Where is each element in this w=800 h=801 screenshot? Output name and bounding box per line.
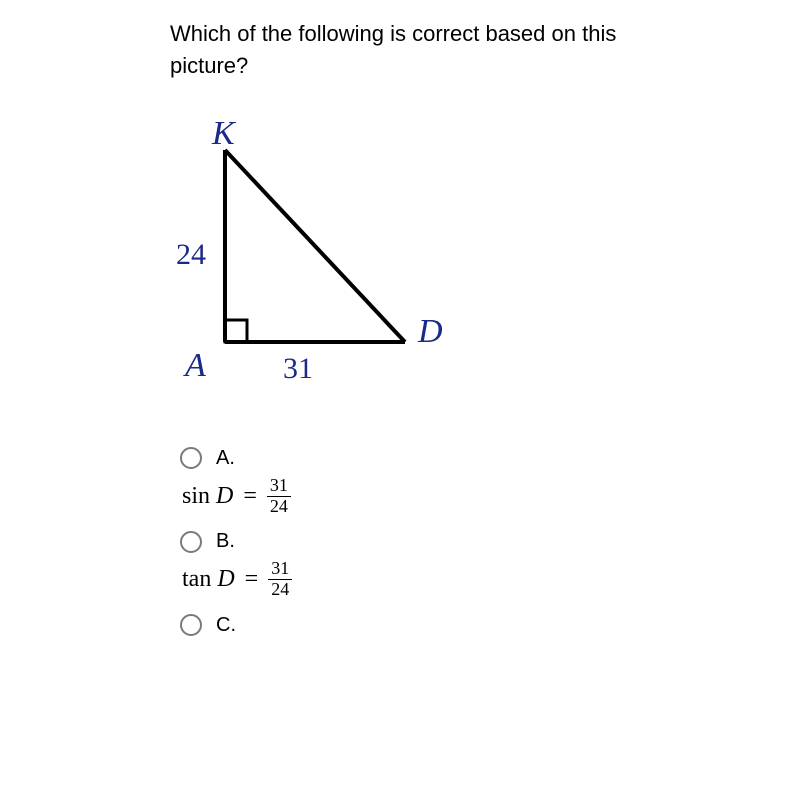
vertex-d-label: D: [417, 313, 443, 350]
option-b-letter: B.: [216, 530, 235, 553]
option-c-letter: C.: [216, 614, 236, 637]
option-b-function: tan: [182, 566, 211, 593]
option-a-row[interactable]: A.: [180, 447, 772, 470]
option-c-row[interactable]: C.: [180, 614, 772, 637]
option-a-letter: A.: [216, 447, 235, 470]
option-a-variable: D: [216, 483, 233, 510]
option-a-equation: sin D = 31 24: [182, 476, 772, 517]
option-b-fraction: 31 24: [268, 559, 292, 600]
option-b-variable: D: [217, 566, 234, 593]
side-ad-label: 31: [283, 352, 313, 385]
vertex-a-label: A: [183, 347, 206, 384]
question-line1: Which of the following is correct based …: [170, 21, 616, 46]
option-b-equation: tan D = 31 24: [182, 559, 772, 600]
option-a-function: sin: [182, 483, 210, 510]
answer-options: A. sin D = 31 24 B. tan D = 31 24 C.: [180, 447, 772, 637]
vertex-k-label: K: [211, 122, 237, 152]
question-page: Which of the following is correct based …: [0, 0, 800, 637]
option-b-equals: =: [245, 566, 259, 593]
triangle-figure: K 24 A 31 D: [150, 122, 772, 407]
option-b-denominator: 24: [268, 580, 292, 600]
triangle-svg: K 24 A 31 D: [150, 122, 470, 402]
option-a-denominator: 24: [267, 497, 291, 517]
option-a-numerator: 31: [267, 476, 291, 497]
option-b-numerator: 31: [268, 559, 292, 580]
option-a-radio[interactable]: [180, 447, 202, 469]
option-b-radio[interactable]: [180, 531, 202, 553]
side-ka-label: 24: [176, 238, 206, 271]
question-line2: picture?: [170, 53, 248, 78]
question-text: Which of the following is correct based …: [170, 18, 772, 82]
option-a-equals: =: [243, 483, 257, 510]
option-b-row[interactable]: B.: [180, 530, 772, 553]
option-a-fraction: 31 24: [267, 476, 291, 517]
option-c-radio[interactable]: [180, 614, 202, 636]
